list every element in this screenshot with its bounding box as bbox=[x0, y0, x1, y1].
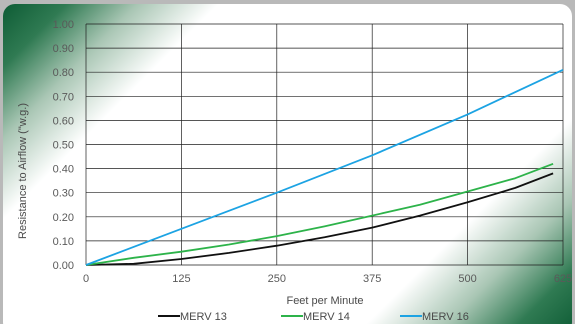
y-tick-label: 0.20 bbox=[53, 212, 74, 224]
y-tick-label: 0.90 bbox=[53, 43, 74, 55]
x-tick-label: 125 bbox=[172, 273, 190, 285]
series-line-merv-13 bbox=[85, 172, 554, 266]
y-tick-label: 0.50 bbox=[53, 140, 74, 152]
y-tick-label: 1.00 bbox=[53, 19, 74, 31]
y-axis-title: Resistance to Airflow ("w.g.) bbox=[17, 103, 29, 239]
legend-label-merv-16: MERV 16 bbox=[422, 311, 469, 323]
legend-label-merv-14: MERV 14 bbox=[303, 311, 350, 323]
x-tick-label: 500 bbox=[458, 273, 476, 285]
y-tick-label: 0.10 bbox=[53, 236, 74, 248]
x-tick-label: 375 bbox=[363, 273, 381, 285]
series-line-merv-14 bbox=[85, 162, 554, 266]
legend: MERV 13 MERV 14 MERV 16 bbox=[158, 311, 469, 323]
legend-label-merv-13: MERV 13 bbox=[180, 311, 227, 323]
series-lines bbox=[85, 68, 564, 266]
x-axis-title: Feet per Minute bbox=[286, 295, 363, 307]
y-tick-label: 0.30 bbox=[53, 188, 74, 200]
x-tick-label: 625 bbox=[554, 273, 572, 285]
x-tick-label: 0 bbox=[83, 273, 89, 285]
x-tick-label: 250 bbox=[268, 273, 286, 285]
chart-panel bbox=[3, 4, 572, 324]
y-tick-label: 0.40 bbox=[53, 164, 74, 176]
y-tick-label: 0.60 bbox=[53, 115, 74, 127]
tick-labels: 0.00 0.10 0.20 0.30 0.40 0.50 0.60 0.70 0.80 0.90… bbox=[53, 19, 573, 285]
grid bbox=[85, 23, 564, 266]
y-tick-label: 0.00 bbox=[53, 260, 74, 272]
y-tick-label: 0.70 bbox=[53, 91, 74, 103]
series-line-merv-16 bbox=[85, 68, 564, 266]
y-tick-label: 0.80 bbox=[53, 67, 74, 79]
